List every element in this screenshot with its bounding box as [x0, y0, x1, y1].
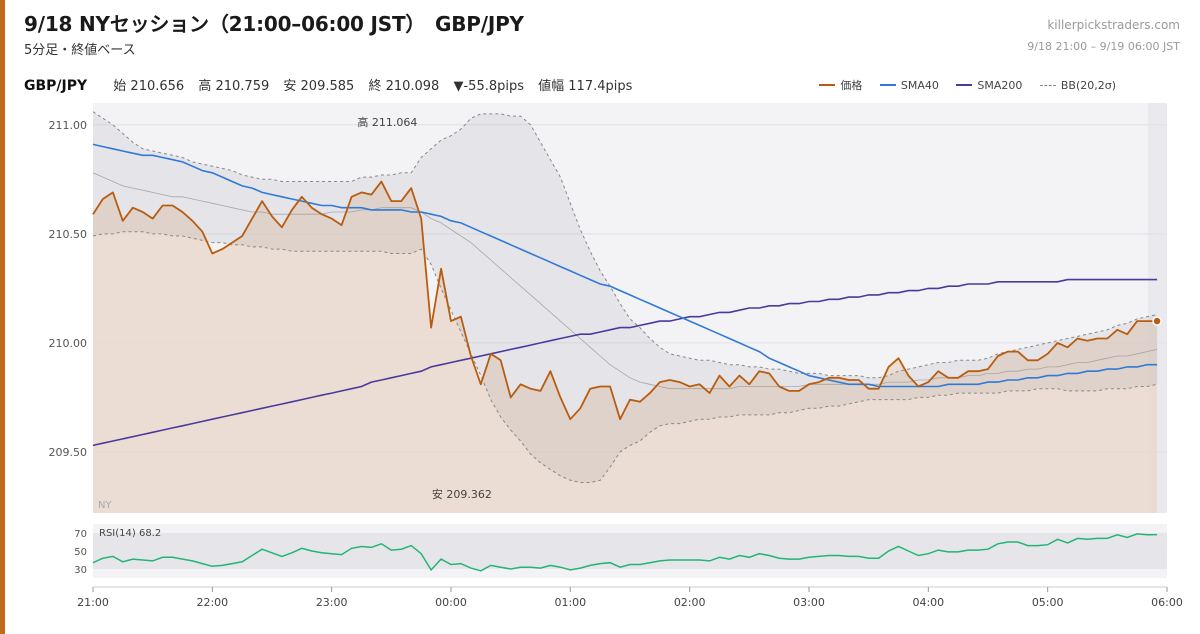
- x-tick-label: 03:00: [793, 596, 825, 609]
- low-annotation: 安 209.362: [432, 487, 492, 501]
- stat-range: 値幅 117.4pips: [538, 79, 633, 94]
- legend-item-price[interactable]: 価格: [819, 77, 862, 93]
- rsi-label: RSI(14) 68.2: [99, 528, 161, 539]
- stat-close: 終 210.098: [368, 79, 440, 94]
- rsi-tick-label: 30: [74, 565, 87, 576]
- price-area-fill: [93, 181, 1158, 513]
- y-tick-label: 210.50: [49, 228, 88, 241]
- bb-lower-line: [92, 231, 1158, 483]
- stat-low: 安 209.585: [283, 79, 355, 94]
- legend-item-sma40[interactable]: SMA40: [879, 79, 939, 92]
- x-tick-label: 00:00: [435, 596, 467, 609]
- ohlc-stats: GBP/JPY 始 210.656 高 210.759 安 209.585 終 …: [24, 75, 642, 94]
- stat-open: 始 210.656: [113, 79, 185, 94]
- last-price-marker: [1152, 316, 1162, 326]
- date-range-label: 9/18 21:00 – 9/19 06:00 JST: [1027, 40, 1180, 53]
- y-tick-label: 211.00: [49, 119, 88, 132]
- x-tick-label: 01:00: [554, 596, 586, 609]
- legend-label-bb: BB(20,2σ): [1060, 79, 1116, 92]
- legend-swatch-bb: [1039, 84, 1056, 86]
- symbol-label: GBP/JPY: [24, 78, 88, 94]
- rsi-band: [93, 533, 1167, 569]
- rsi-tick-label: 50: [74, 547, 87, 558]
- stat-change: ▼-55.8pips: [453, 79, 525, 94]
- price-line: [92, 180, 1158, 421]
- legend-label-sma40: SMA40: [900, 79, 939, 92]
- x-tick-label: 22:00: [196, 596, 228, 609]
- accent-bar: [0, 0, 5, 634]
- bb-band-fill: [93, 111, 1158, 483]
- session-label: NY: [98, 500, 112, 511]
- x-tick-label: 04:00: [912, 596, 944, 609]
- y-tick-label: 210.00: [49, 337, 88, 350]
- high-annotation: 高 211.064: [357, 115, 417, 129]
- page-title: 9/18 NYセッション（21:00–06:00 JST） GBP/JPY: [24, 12, 524, 36]
- legend-swatch-price: [819, 84, 836, 86]
- x-tick-label: 23:00: [316, 596, 348, 609]
- x-tick-label: 21:00: [77, 596, 109, 609]
- page-subtitle: 5分足・終値ベース: [24, 43, 136, 58]
- bb-upper-line: [92, 111, 1158, 379]
- rsi-tick-label: 70: [74, 529, 87, 540]
- legend-item-bb[interactable]: BB(20,2σ): [1039, 79, 1116, 92]
- source-label: killerpickstraders.com: [1047, 18, 1180, 32]
- x-tick-label: 05:00: [1032, 596, 1064, 609]
- sma200-line: [92, 278, 1158, 447]
- y-tick-label: 209.50: [49, 446, 88, 459]
- legend-swatch-sma40: [879, 84, 896, 86]
- legend-label-sma200: SMA200: [977, 79, 1023, 92]
- chart-legend: 価格 SMA40 SMA200 BB(20,2σ): [805, 77, 1116, 93]
- legend-item-sma200[interactable]: SMA200: [956, 79, 1022, 92]
- legend-label-price: 価格: [840, 79, 863, 92]
- stat-high: 高 210.759: [198, 79, 270, 94]
- sma40-line: [92, 143, 1158, 388]
- x-tick-label: 06:00: [1151, 596, 1183, 609]
- x-tick-label: 02:00: [674, 596, 706, 609]
- rsi-line: [92, 533, 1158, 572]
- legend-swatch-sma200: [956, 84, 973, 86]
